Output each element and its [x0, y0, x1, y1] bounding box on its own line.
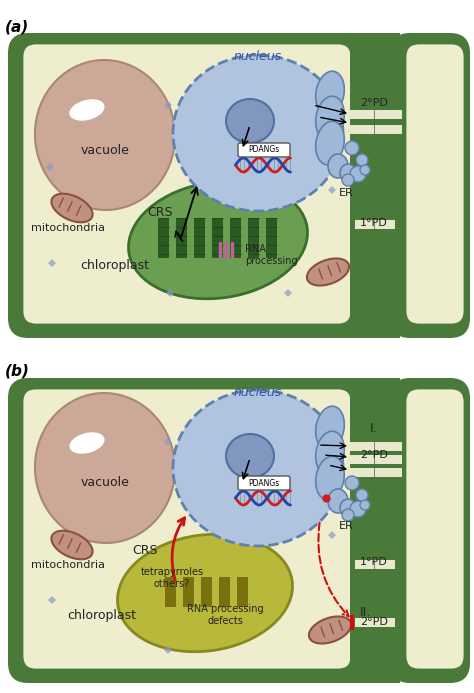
- Text: ER: ER: [338, 521, 354, 531]
- Text: 1°PD: 1°PD: [360, 218, 388, 228]
- Bar: [194, 218, 205, 258]
- Text: chloroplast: chloroplast: [67, 608, 137, 622]
- Ellipse shape: [316, 456, 344, 500]
- Ellipse shape: [173, 390, 343, 546]
- Text: 1°PD: 1°PD: [360, 557, 388, 567]
- Ellipse shape: [309, 617, 351, 644]
- Text: mitochondria: mitochondria: [31, 560, 105, 570]
- Bar: [348, 110, 402, 119]
- Text: tetrapyrroles
others?: tetrapyrroles others?: [140, 567, 203, 589]
- Bar: [348, 468, 402, 477]
- FancyBboxPatch shape: [8, 33, 398, 338]
- Text: II.: II.: [360, 606, 371, 618]
- Ellipse shape: [35, 393, 175, 543]
- Ellipse shape: [342, 174, 354, 186]
- Ellipse shape: [316, 96, 344, 140]
- Bar: [219, 577, 230, 607]
- Ellipse shape: [350, 166, 366, 182]
- Ellipse shape: [345, 141, 359, 155]
- Text: CRS: CRS: [133, 543, 158, 556]
- Bar: [230, 218, 241, 258]
- Ellipse shape: [350, 501, 366, 517]
- Bar: [237, 577, 248, 607]
- Bar: [248, 218, 259, 258]
- Bar: [355, 560, 395, 569]
- Ellipse shape: [173, 55, 343, 211]
- Bar: [201, 577, 212, 607]
- Ellipse shape: [360, 500, 370, 510]
- Text: chloroplast: chloroplast: [81, 258, 149, 272]
- Bar: [266, 218, 277, 258]
- FancyBboxPatch shape: [8, 378, 398, 683]
- FancyBboxPatch shape: [350, 378, 400, 683]
- Ellipse shape: [340, 164, 356, 182]
- Text: nucleus: nucleus: [234, 51, 282, 64]
- FancyBboxPatch shape: [390, 33, 470, 338]
- Bar: [348, 125, 402, 134]
- Text: mitochondria: mitochondria: [31, 223, 105, 233]
- Text: (b): (b): [5, 364, 30, 379]
- Text: ER: ER: [338, 188, 354, 198]
- Ellipse shape: [316, 121, 344, 165]
- Bar: [183, 577, 194, 607]
- Ellipse shape: [51, 531, 92, 559]
- FancyBboxPatch shape: [238, 143, 290, 157]
- Bar: [176, 218, 187, 258]
- Bar: [165, 577, 176, 607]
- Ellipse shape: [360, 165, 370, 175]
- Text: RNA
processing: RNA processing: [245, 244, 298, 266]
- Ellipse shape: [118, 534, 292, 651]
- Text: PDANGs: PDANGs: [248, 478, 280, 487]
- Ellipse shape: [51, 193, 92, 222]
- Text: vacuole: vacuole: [81, 143, 129, 157]
- Ellipse shape: [328, 154, 348, 178]
- FancyBboxPatch shape: [405, 388, 465, 670]
- FancyBboxPatch shape: [390, 378, 470, 683]
- Ellipse shape: [69, 99, 105, 121]
- Text: CRS: CRS: [147, 207, 173, 220]
- Bar: [348, 442, 402, 451]
- Ellipse shape: [316, 431, 344, 475]
- Text: 2°PD: 2°PD: [360, 617, 388, 627]
- Text: (a): (a): [5, 19, 29, 34]
- Text: I.: I.: [370, 421, 378, 435]
- Ellipse shape: [307, 258, 349, 286]
- Bar: [348, 455, 402, 464]
- Ellipse shape: [340, 499, 356, 517]
- Bar: [158, 218, 169, 258]
- FancyBboxPatch shape: [350, 33, 400, 338]
- Text: nucleus: nucleus: [234, 385, 282, 398]
- FancyBboxPatch shape: [405, 43, 465, 325]
- Ellipse shape: [226, 99, 274, 143]
- Text: vacuole: vacuole: [81, 475, 129, 489]
- Ellipse shape: [316, 406, 344, 450]
- FancyBboxPatch shape: [22, 388, 352, 670]
- Ellipse shape: [316, 71, 344, 115]
- Ellipse shape: [356, 489, 368, 501]
- Ellipse shape: [342, 509, 354, 521]
- Bar: [212, 218, 223, 258]
- Bar: [355, 220, 395, 229]
- Ellipse shape: [345, 476, 359, 490]
- Ellipse shape: [128, 181, 308, 299]
- Text: 2°PD: 2°PD: [360, 98, 388, 108]
- Bar: [355, 618, 395, 627]
- Text: 2°PD: 2°PD: [360, 450, 388, 460]
- Ellipse shape: [356, 154, 368, 166]
- FancyBboxPatch shape: [22, 43, 352, 325]
- Ellipse shape: [226, 434, 274, 478]
- Ellipse shape: [328, 489, 348, 513]
- Ellipse shape: [35, 60, 175, 210]
- Ellipse shape: [69, 432, 105, 454]
- Text: RNA processing
defects: RNA processing defects: [187, 604, 264, 626]
- Text: PDANGs: PDANGs: [248, 146, 280, 155]
- FancyBboxPatch shape: [238, 476, 290, 490]
